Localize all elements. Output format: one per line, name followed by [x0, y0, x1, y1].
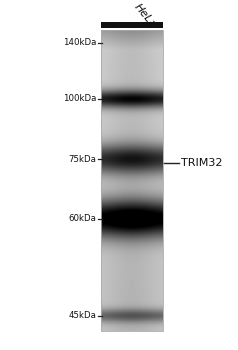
- Bar: [101, 22, 163, 28]
- Text: 140kDa: 140kDa: [63, 38, 96, 47]
- Text: 75kDa: 75kDa: [69, 155, 96, 164]
- Text: 45kDa: 45kDa: [69, 311, 96, 320]
- Text: 100kDa: 100kDa: [63, 94, 96, 103]
- Text: TRIM32: TRIM32: [181, 158, 222, 168]
- Bar: [101, 30, 163, 331]
- Text: HeLa: HeLa: [132, 2, 158, 30]
- Text: 60kDa: 60kDa: [69, 214, 96, 223]
